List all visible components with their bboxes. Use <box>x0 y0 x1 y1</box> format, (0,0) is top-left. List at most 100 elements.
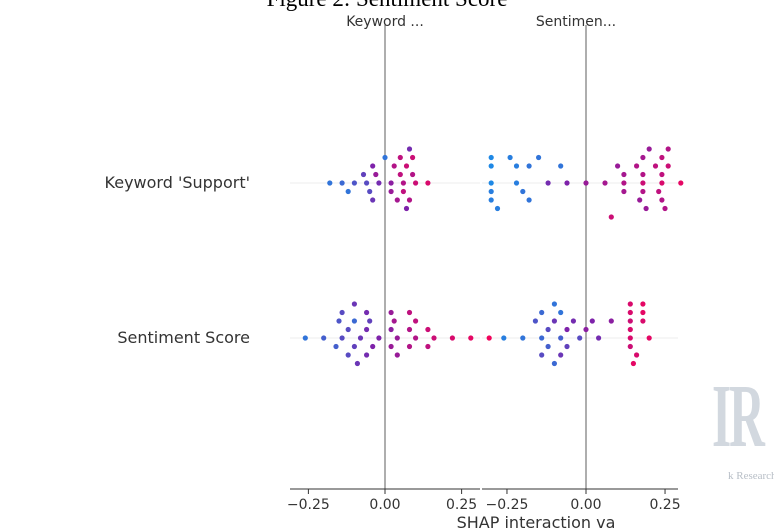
data-point <box>527 163 532 168</box>
data-point <box>370 344 375 349</box>
data-point <box>364 352 369 357</box>
data-point <box>389 189 394 194</box>
data-point <box>596 335 601 340</box>
data-point <box>413 318 418 323</box>
x-tick-label: 0.25 <box>446 497 477 513</box>
data-point <box>631 361 636 366</box>
column-header-1: Sentimen... <box>536 14 616 30</box>
data-point <box>364 180 369 185</box>
data-point <box>552 318 557 323</box>
data-point <box>303 335 308 340</box>
data-point <box>431 335 436 340</box>
data-point <box>489 155 494 160</box>
data-point <box>355 361 360 366</box>
data-point <box>662 206 667 211</box>
data-point <box>546 327 551 332</box>
data-point <box>609 214 614 219</box>
data-point <box>628 327 633 332</box>
data-point <box>489 197 494 202</box>
data-point <box>327 180 332 185</box>
data-point <box>404 206 409 211</box>
data-point <box>558 335 563 340</box>
watermark-logo: IR <box>712 372 763 462</box>
data-point <box>352 180 357 185</box>
data-point <box>583 327 588 332</box>
data-point <box>373 172 378 177</box>
data-point <box>392 318 397 323</box>
data-point <box>389 180 394 185</box>
data-point <box>564 180 569 185</box>
data-point <box>640 189 645 194</box>
data-point <box>536 155 541 160</box>
data-point <box>552 361 557 366</box>
data-point <box>346 189 351 194</box>
data-point <box>659 155 664 160</box>
data-point <box>489 180 494 185</box>
data-point <box>659 197 664 202</box>
data-point <box>489 163 494 168</box>
data-point <box>577 335 582 340</box>
data-point <box>407 197 412 202</box>
data-point <box>621 172 626 177</box>
row-label-1: Sentiment Score <box>117 328 250 347</box>
data-point <box>647 335 652 340</box>
data-point <box>407 146 412 151</box>
data-point <box>367 189 372 194</box>
data-point <box>407 344 412 349</box>
data-point <box>340 180 345 185</box>
data-point <box>527 197 532 202</box>
data-point <box>389 310 394 315</box>
data-point <box>495 206 500 211</box>
data-point <box>539 352 544 357</box>
watermark-text: k Research <box>728 470 774 482</box>
data-point <box>666 163 671 168</box>
data-point <box>401 180 406 185</box>
data-point <box>489 189 494 194</box>
data-point <box>401 189 406 194</box>
data-point <box>395 335 400 340</box>
data-point <box>590 318 595 323</box>
data-point <box>468 335 473 340</box>
data-point <box>640 155 645 160</box>
data-point <box>564 327 569 332</box>
data-point <box>659 172 664 177</box>
data-point <box>558 352 563 357</box>
data-point <box>634 352 639 357</box>
data-point <box>520 335 525 340</box>
x-axis-label: SHAP interaction va <box>457 513 616 531</box>
data-point <box>389 327 394 332</box>
data-point <box>615 163 620 168</box>
data-point <box>533 318 538 323</box>
data-point <box>410 155 415 160</box>
data-point <box>640 310 645 315</box>
data-point <box>413 180 418 185</box>
data-point <box>340 310 345 315</box>
data-point <box>514 163 519 168</box>
data-point <box>410 172 415 177</box>
data-point <box>376 335 381 340</box>
data-point <box>628 301 633 306</box>
data-point <box>398 155 403 160</box>
data-point <box>367 318 372 323</box>
data-point <box>640 301 645 306</box>
data-point <box>558 310 563 315</box>
data-point <box>564 344 569 349</box>
data-point <box>352 301 357 306</box>
data-point <box>644 206 649 211</box>
data-point <box>340 335 345 340</box>
data-point <box>628 344 633 349</box>
data-point <box>425 344 430 349</box>
data-point <box>634 163 639 168</box>
data-point <box>628 310 633 315</box>
data-point <box>546 180 551 185</box>
data-point <box>659 180 664 185</box>
data-point <box>404 163 409 168</box>
data-point <box>398 172 403 177</box>
data-point <box>647 146 652 151</box>
x-tick-label: −0.25 <box>486 497 529 513</box>
data-point <box>546 344 551 349</box>
x-tick-label: 0.25 <box>649 497 680 513</box>
data-point <box>346 352 351 357</box>
data-point <box>640 172 645 177</box>
data-point <box>425 180 430 185</box>
